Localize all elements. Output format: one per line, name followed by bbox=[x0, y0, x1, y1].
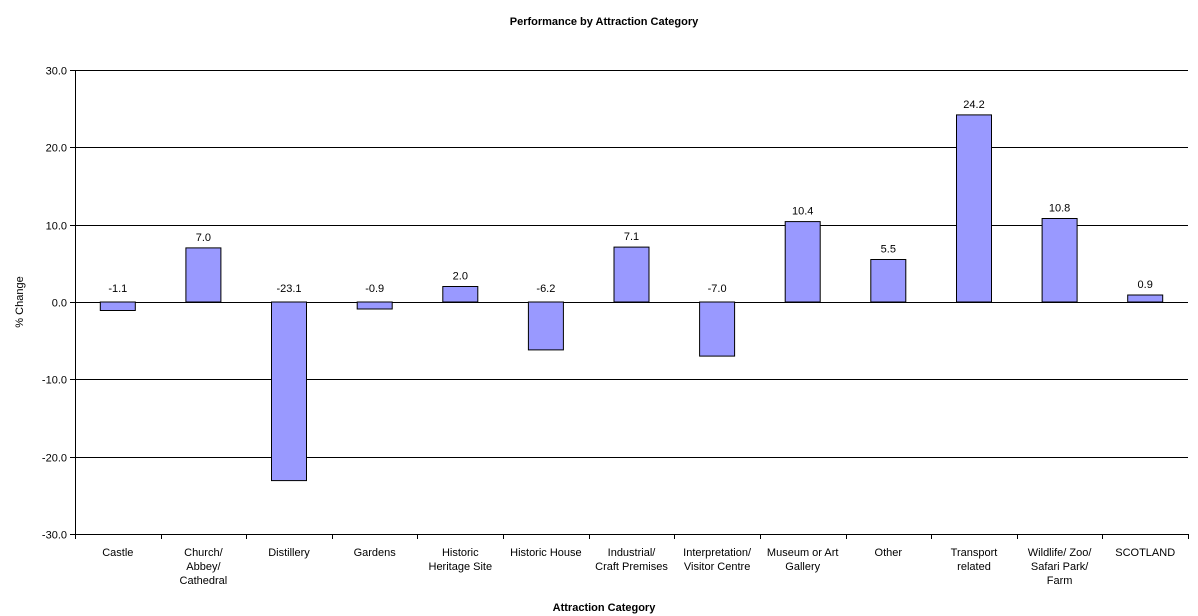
bar bbox=[185, 247, 222, 303]
x-tick-label: Industrial/Craft Premises bbox=[595, 547, 668, 573]
y-tick-label: 0.0 bbox=[52, 298, 67, 310]
y-axis-title: % Change bbox=[14, 276, 26, 327]
x-tick-label: Interpretation/Visitor Centre bbox=[683, 547, 752, 573]
x-tick-label: Historic Heritage Site bbox=[429, 547, 493, 573]
data-label: 7.0 bbox=[196, 232, 211, 244]
x-tick-label: Historic House bbox=[510, 547, 582, 559]
bar bbox=[271, 301, 307, 482]
bar bbox=[1127, 294, 1164, 303]
data-label: 10.4 bbox=[792, 206, 813, 218]
bar bbox=[442, 286, 479, 303]
data-label: 0.9 bbox=[1138, 279, 1153, 291]
x-tick-label: Distillery bbox=[268, 547, 310, 559]
x-tick-label: Museum or Art Gallery bbox=[767, 547, 839, 573]
gridlines bbox=[75, 70, 1188, 458]
data-label: -6.2 bbox=[536, 283, 555, 295]
data-label: -7.0 bbox=[708, 283, 727, 295]
data-label: 7.1 bbox=[624, 231, 639, 243]
bar bbox=[784, 221, 821, 303]
x-tick-label: Other bbox=[875, 547, 903, 559]
y-tick-label: -20.0 bbox=[42, 453, 67, 465]
x-tick-label: SCOTLAND bbox=[1115, 547, 1175, 559]
data-label: 5.5 bbox=[881, 244, 896, 256]
x-tick-label: Castle bbox=[102, 547, 133, 559]
bar bbox=[527, 301, 564, 351]
data-label: 2.0 bbox=[453, 271, 468, 283]
bar bbox=[699, 301, 736, 357]
data-label: 10.8 bbox=[1049, 203, 1070, 215]
y-tick-label: 10.0 bbox=[46, 221, 67, 233]
x-tick-label: Gardens bbox=[354, 547, 397, 559]
x-axis-title: Attraction Category bbox=[553, 602, 657, 614]
bars bbox=[99, 114, 1164, 482]
bar bbox=[99, 301, 136, 311]
x-tick-label: Wildlife/ Zoo/Safari Park/Farm bbox=[1028, 547, 1093, 587]
data-labels: -1.1 7.0 -23.1 -0.9 2.0 -6.2 7.1 -7.0 10.4 5.5 24.… bbox=[108, 99, 1153, 295]
bar bbox=[870, 259, 907, 303]
y-tick-label: -30.0 bbox=[42, 530, 67, 542]
x-tick-label: Church/Abbey/Cathedral bbox=[180, 547, 228, 587]
axes: 30.0 20.0 10.0 0.0 -10.0 -20.0 -30.0 Castle Chur… bbox=[42, 66, 1189, 587]
data-label: -1.1 bbox=[108, 283, 127, 295]
bar bbox=[356, 301, 393, 310]
data-label: -0.9 bbox=[365, 283, 384, 295]
bar bbox=[613, 246, 650, 303]
chart-title: Performance by Attraction Category bbox=[510, 16, 699, 28]
data-label: -23.1 bbox=[276, 283, 301, 295]
y-tick-label: 20.0 bbox=[46, 143, 67, 155]
bar bbox=[956, 114, 992, 303]
y-tick-label: -10.0 bbox=[42, 375, 67, 387]
bar bbox=[1041, 218, 1078, 303]
y-tick-label: 30.0 bbox=[46, 66, 67, 78]
x-tick-label: Transport related bbox=[951, 547, 998, 573]
data-label: 24.2 bbox=[963, 99, 984, 111]
